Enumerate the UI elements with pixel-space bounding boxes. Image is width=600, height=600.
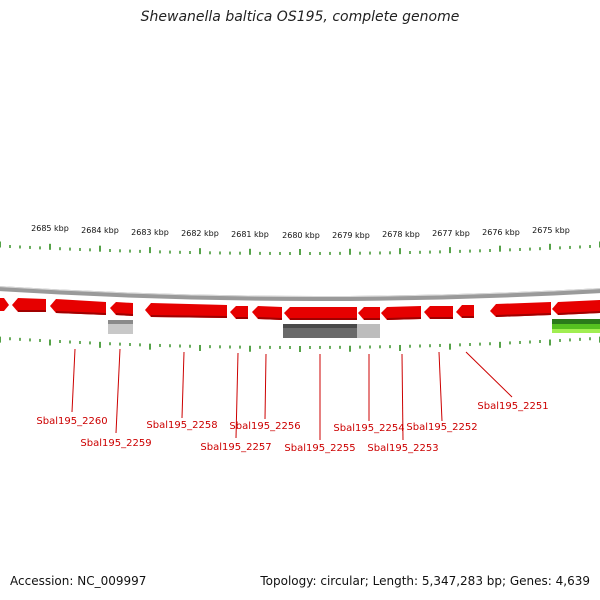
scale-label-2685: 2685 kbp [31,224,69,233]
gene-arrow [552,300,600,315]
gene-label-sbal195-2251: Sbal195_2251 [477,401,548,412]
top-scale-ticks [0,241,600,255]
gene-arrow-sbal195-2252b [456,305,474,318]
scale-label-2678: 2678 kbp [382,230,420,239]
backbone-arc [0,286,600,302]
gene-label-sbal195-2253: Sbal195_2253 [367,443,438,454]
leader-sbal195-2253 [401,353,404,441]
genome-title: Shewanella baltica OS195, complete genom… [140,9,460,25]
gene-label-sbal195-2260: Sbal195_2260 [36,416,107,427]
gene-track [0,298,600,320]
gene-label-sbal195-2254: Sbal195_2254 [333,423,404,434]
gene-arrow-sbal195-2258 [145,303,227,318]
leader-sbal195-2256 [264,353,267,420]
scale-label-2677: 2677 kbp [432,229,470,238]
gene-labels: Sbal195_2260 Sbal195_2259 Sbal195_2258 S… [36,401,548,454]
scale-label-2675: 2675 kbp [532,226,570,235]
green-feature [552,324,600,329]
scale-label-2681: 2681 kbp [231,230,269,239]
gene-arrow-sbal195-2255 [284,307,357,320]
genome-summary-text: Topology: circular; Length: 5,347,283 bp… [260,574,590,588]
backbone-highlight [0,286,600,298]
gene-arrow-sbal195-2256 [252,306,282,320]
gene-arrow-sbal195-2259-region [50,299,106,315]
scale-label-2679: 2679 kbp [332,231,370,240]
scale-label-2684: 2684 kbp [81,226,119,235]
gene-label-sbal195-2257: Sbal195_2257 [200,442,271,453]
leader-sbal195-2260 [71,348,76,413]
green-feature-light [552,329,600,333]
gene-arrow [0,298,9,311]
gene-arrow-sbal195-2259 [110,302,133,316]
gene-label-sbal195-2256: Sbal195_2256 [229,421,300,432]
scale-label-2682: 2682 kbp [181,229,219,238]
gene-label-sbal195-2258: Sbal195_2258 [146,420,217,431]
gene-arrow-sbal195-2252 [424,306,453,319]
gene-arrow-sbal195-2251 [490,302,551,317]
dark-gray-feature-top [283,324,357,328]
green-feature-dark [552,319,600,324]
scale-label-2683: 2683 kbp [131,228,169,237]
leader-sbal195-2259 [115,348,121,434]
gene-shading [18,310,600,320]
gene-label-sbal195-2259: Sbal195_2259 [80,438,151,449]
leader-sbal195-2258 [181,351,185,419]
scale-label-2676: 2676 kbp [482,228,520,237]
gene-label-sbal195-2255: Sbal195_2255 [284,443,355,454]
scale-labels: 2685 kbp 2684 kbp 2683 kbp 2682 kbp 2681… [31,224,570,240]
accession-text: Accession: NC_009997 [10,574,147,588]
light-gray-feature [357,324,380,338]
gray-feature-small-top [108,320,133,324]
scale-label-2680: 2680 kbp [282,231,320,240]
gene-arrow-sbal195-2254 [358,307,380,320]
label-leaders [71,348,513,441]
gene-arrow-sbal195-2253 [381,306,421,320]
gene-label-sbal195-2252: Sbal195_2252 [406,422,477,433]
gene-arrow-sbal195-2260 [12,298,46,312]
leader-sbal195-2251 [465,351,513,398]
leader-sbal195-2252 [438,351,443,422]
gene-arrow-sbal195-2257 [230,306,248,319]
bottom-scale-ticks [0,336,600,352]
leader-sbal195-2257 [235,352,239,439]
